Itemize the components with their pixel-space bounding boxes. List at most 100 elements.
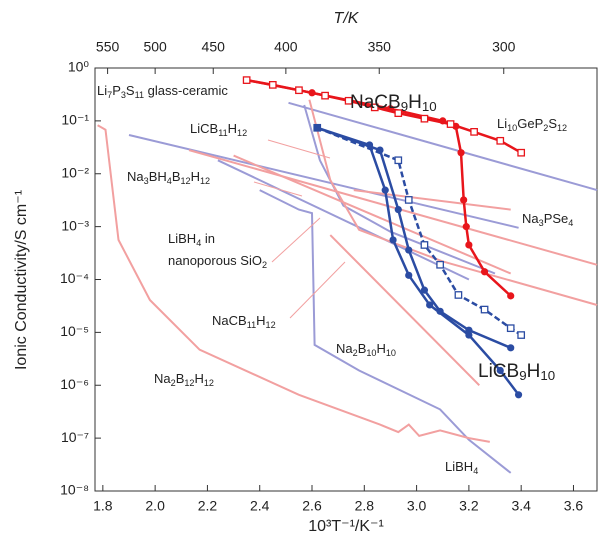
x-tick-label: 2.6 (302, 498, 322, 514)
series-line (353, 189, 511, 211)
marker (446, 120, 455, 128)
marker (506, 324, 515, 333)
marker (480, 305, 489, 314)
x-axis-label: 10³T⁻¹/K⁻¹ (308, 518, 384, 535)
x-tick-label: 3.0 (407, 498, 427, 514)
annotation: NaCB9H10 (350, 92, 437, 114)
annotation: LiCB11H12 (190, 121, 247, 138)
annotation: LiCB9H10 (478, 361, 555, 383)
series-line (316, 126, 512, 349)
marker (370, 103, 379, 112)
marker (313, 124, 321, 132)
leader-line (267, 139, 331, 159)
y-tick-label: 10⁻⁴ (60, 270, 89, 286)
annotation: Li10GeP2S12 (497, 116, 567, 133)
series-line (246, 78, 522, 154)
marker (507, 344, 515, 352)
marker (457, 149, 465, 157)
annotation: nanoporous SiO2 (168, 253, 267, 270)
top-tick-label: 350 (368, 39, 392, 55)
plot-frame (94, 67, 598, 492)
marker (420, 241, 429, 249)
x-tick-label: 2.0 (145, 498, 165, 514)
marker (454, 291, 463, 299)
x-tick-label: 1.8 (93, 498, 113, 514)
top-tick-label: 450 (202, 39, 226, 55)
top-axis-label: T/K (334, 10, 360, 27)
marker (462, 223, 470, 231)
marker (436, 260, 444, 269)
y-tick-label: 10⁻⁸ (60, 482, 89, 498)
leader-line (289, 261, 346, 319)
marker (460, 196, 468, 204)
marker (496, 136, 505, 145)
marker (517, 331, 526, 339)
marker (405, 246, 413, 254)
marker (517, 148, 526, 157)
x-tick-label: 2.4 (250, 498, 270, 514)
series-line (316, 126, 522, 337)
marker (365, 141, 374, 149)
marker (465, 241, 473, 249)
y-tick-label: 10⁻⁷ (61, 429, 89, 445)
marker (507, 292, 515, 300)
top-tick-label: 500 (143, 39, 167, 55)
y-axis-label: Ionic Conductivity/S cm⁻¹ (13, 190, 30, 370)
marker (268, 81, 277, 89)
annotation: Na2B12H12 (154, 371, 214, 388)
marker (420, 114, 429, 123)
x-tick-label: 2.8 (355, 498, 375, 514)
marker (404, 196, 413, 204)
marker (496, 366, 504, 375)
top-tick-label: 400 (274, 39, 298, 55)
marker (514, 391, 523, 399)
marker (295, 86, 303, 95)
marker (420, 286, 429, 294)
annotation: Na3PSe4 (522, 211, 573, 228)
series-line (217, 159, 470, 281)
leader-line (253, 181, 303, 197)
annotation: LiBH4 (445, 459, 478, 476)
marker (389, 236, 397, 244)
series-line (329, 234, 481, 387)
marker (381, 186, 389, 194)
plot-area (97, 76, 598, 474)
marker (470, 128, 478, 136)
marker (426, 301, 434, 309)
marker (394, 109, 403, 117)
x-tick-label: 3.2 (459, 498, 479, 514)
series-line (288, 101, 598, 192)
series-line (233, 154, 512, 275)
marker (344, 96, 353, 105)
annotation: Na2B10H10 (336, 341, 396, 358)
marker (394, 156, 403, 165)
marker (405, 271, 413, 279)
leader-line (271, 217, 321, 263)
marker (242, 76, 251, 84)
marker (321, 91, 329, 100)
marker (465, 331, 473, 339)
x-tick-label: 3.6 (564, 498, 584, 514)
annotation: Na3BH4B12H12 (127, 169, 210, 186)
marker (376, 146, 384, 154)
top-tick-label: 550 (96, 39, 120, 55)
annotation: LiBH4 in (168, 231, 215, 248)
series-line (97, 124, 490, 443)
x-tick-label: 3.4 (511, 498, 531, 514)
y-tick-label: 10⁻⁶ (60, 376, 89, 392)
series-line (188, 149, 598, 266)
annotation: NaCB11H12 (212, 313, 276, 330)
y-tick-label: 10⁻² (61, 164, 89, 180)
y-tick-label: 10⁰ (68, 59, 90, 75)
marker (394, 205, 402, 214)
x-tick-label: 2.2 (198, 498, 218, 514)
marker (480, 268, 489, 276)
top-tick-label: 300 (492, 39, 516, 55)
y-tick-label: 10⁻¹ (61, 112, 89, 128)
annotation: Li7P3S11 glass-ceramic (97, 83, 228, 100)
y-tick-label: 10⁻⁵ (60, 323, 89, 339)
series-line (308, 99, 598, 306)
y-tick-label: 10⁻³ (61, 217, 89, 233)
series-line (259, 189, 512, 474)
